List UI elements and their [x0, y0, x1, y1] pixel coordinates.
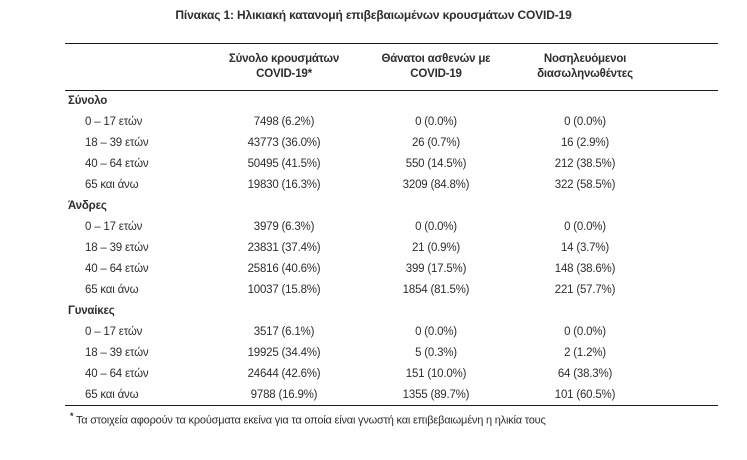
table-title: Πίνακας 1: Ηλικιακή κατανομή επιβεβαιωμέ… — [175, 8, 572, 22]
intubated-value: 2 (1.2%) — [564, 347, 606, 359]
cases-value: 3979 (6.3%) — [253, 221, 315, 233]
table-row: 65 και άνω 10037 (15.8%) 1854 (81.5%) 22… — [65, 280, 718, 301]
cases-value: 19925 (34.4%) — [247, 347, 321, 359]
age-label: 0 – 17 ετών — [85, 326, 143, 338]
column-header-deaths: Θάνατοι ασθενών με COVID-19 — [353, 44, 519, 91]
deaths-value: 1854 (81.5%) — [402, 284, 470, 296]
cases-value: 19830 (16.3%) — [247, 179, 321, 191]
section-header-women: Γυναίκες — [65, 301, 718, 322]
deaths-value: 3209 (84.8%) — [402, 179, 470, 191]
table-row: 0 – 17 ετών 7498 (6.2%) 0 (0.0%) 0 (0.0%… — [65, 112, 718, 133]
intubated-value: 101 (60.5%) — [554, 388, 616, 401]
age-label: 65 και άνω — [85, 284, 139, 296]
section-label: Σύνολο — [68, 95, 108, 108]
data-table: Σύνολο κρουσμάτων COVID-19* Θάνατοι ασθε… — [65, 43, 718, 406]
footnote-text: Τα στοιχεία αφορούν τα κρούσματα εκείνα … — [75, 414, 546, 427]
table-row: 40 – 64 ετών 24644 (42.6%) 151 (10.0%) 6… — [65, 364, 718, 385]
age-label: 65 και άνω — [85, 388, 139, 401]
column-header-cases-line2: COVID-19* — [256, 68, 312, 80]
table-row: 40 – 64 ετών 50495 (41.5%) 550 (14.5%) 2… — [65, 154, 718, 175]
column-header-cases-line1: Σύνολο κρουσμάτων — [228, 53, 340, 65]
intubated-value: 14 (3.7%) — [560, 242, 610, 254]
intubated-value: 148 (38.6%) — [554, 263, 616, 275]
intubated-value: 212 (38.5%) — [554, 158, 616, 170]
table-row: 18 – 39 ετών 43773 (36.0%) 26 (0.7%) 16 … — [65, 133, 718, 154]
footnote-marker: * — [70, 411, 74, 421]
intubated-value: 322 (58.5%) — [554, 179, 616, 191]
deaths-value: 0 (0.0%) — [415, 221, 457, 233]
table-row: 0 – 17 ετών 3517 (6.1%) 0 (0.0%) 0 (0.0%… — [65, 322, 718, 343]
deaths-value: 26 (0.7%) — [411, 137, 461, 149]
table-row: 18 – 39 ετών 23831 (37.4%) 21 (0.9%) 14 … — [65, 238, 718, 259]
table-row: 65 και άνω 9788 (16.9%) 1355 (89.7%) 101… — [65, 385, 718, 406]
intubated-value: 0 (0.0%) — [564, 326, 606, 338]
column-header-deaths-line1: Θάνατοι ασθενών με — [381, 53, 491, 65]
table-row: 65 και άνω 19830 (16.3%) 3209 (84.8%) 32… — [65, 175, 718, 196]
section-label: Γυναίκες — [68, 305, 115, 317]
column-header-intubated: Νοσηλευόμενοι διασωληνωθέντες — [519, 44, 718, 91]
footnote: * Τα στοιχεία αφορούν τα κρούσματα εκείν… — [70, 411, 747, 427]
header-spacer-cell — [65, 44, 215, 91]
age-label: 0 – 17 ετών — [85, 221, 143, 233]
column-header-cases: Σύνολο κρουσμάτων COVID-19* — [215, 44, 353, 91]
table-row: 40 – 64 ετών 25816 (40.6%) 399 (17.5%) 1… — [65, 259, 718, 280]
intubated-value: 0 (0.0%) — [564, 221, 606, 233]
cases-value: 43773 (36.0%) — [247, 137, 321, 149]
intubated-value: 221 (57.7%) — [554, 284, 616, 296]
table-row: 18 – 39 ετών 19925 (34.4%) 5 (0.3%) 2 (1… — [65, 343, 718, 364]
cases-value: 3517 (6.1%) — [253, 326, 315, 338]
cases-value: 50495 (41.5%) — [247, 158, 321, 170]
age-label: 18 – 39 ετών — [85, 347, 149, 359]
age-label: 40 – 64 ετών — [85, 368, 149, 380]
cases-value: 25816 (40.6%) — [247, 263, 321, 275]
age-label: 0 – 17 ετών — [85, 116, 143, 128]
table-row: 0 – 17 ετών 3979 (6.3%) 0 (0.0%) 0 (0.0%… — [65, 217, 718, 238]
age-label: 65 και άνω — [85, 179, 139, 191]
covid-age-table: Σύνολο κρουσμάτων COVID-19* Θάνατοι ασθε… — [65, 43, 718, 406]
section-header-total: Σύνολο — [65, 91, 718, 112]
age-label: 18 – 39 ετών — [85, 137, 149, 149]
deaths-value: 1355 (89.7%) — [402, 388, 470, 401]
deaths-value: 0 (0.0%) — [415, 116, 457, 128]
section-label: Άνδρες — [68, 200, 107, 212]
cases-value: 24644 (42.6%) — [247, 368, 321, 380]
table-header: Σύνολο κρουσμάτων COVID-19* Θάνατοι ασθε… — [65, 44, 718, 91]
column-header-intubated-line2: διασωληνωθέντες — [537, 68, 633, 80]
report-page: Πίνακας 1: Ηλικιακή κατανομή επιβεβαιωμέ… — [65, 8, 747, 427]
column-header-intubated-line1: Νοσηλευόμενοι — [543, 53, 627, 65]
intubated-value: 64 (38.3%) — [557, 368, 613, 380]
column-header-deaths-line2: COVID-19 — [410, 68, 462, 80]
section-header-men: Άνδρες — [65, 196, 718, 217]
age-label: 18 – 39 ετών — [85, 242, 149, 254]
age-label: 40 – 64 ετών — [85, 158, 149, 170]
cases-value: 9788 (16.9%) — [250, 388, 318, 401]
age-label: 40 – 64 ετών — [85, 263, 149, 275]
cases-value: 7498 (6.2%) — [253, 116, 315, 128]
deaths-value: 550 (14.5%) — [405, 158, 467, 170]
deaths-value: 399 (17.5%) — [405, 263, 467, 275]
cases-value: 23831 (37.4%) — [247, 242, 321, 254]
intubated-value: 0 (0.0%) — [564, 116, 606, 128]
deaths-value: 0 (0.0%) — [415, 326, 457, 338]
cases-value: 10037 (15.8%) — [247, 284, 321, 296]
deaths-value: 151 (10.0%) — [405, 368, 467, 380]
deaths-value: 5 (0.3%) — [415, 347, 457, 359]
deaths-value: 21 (0.9%) — [411, 242, 461, 254]
intubated-value: 16 (2.9%) — [560, 137, 610, 149]
